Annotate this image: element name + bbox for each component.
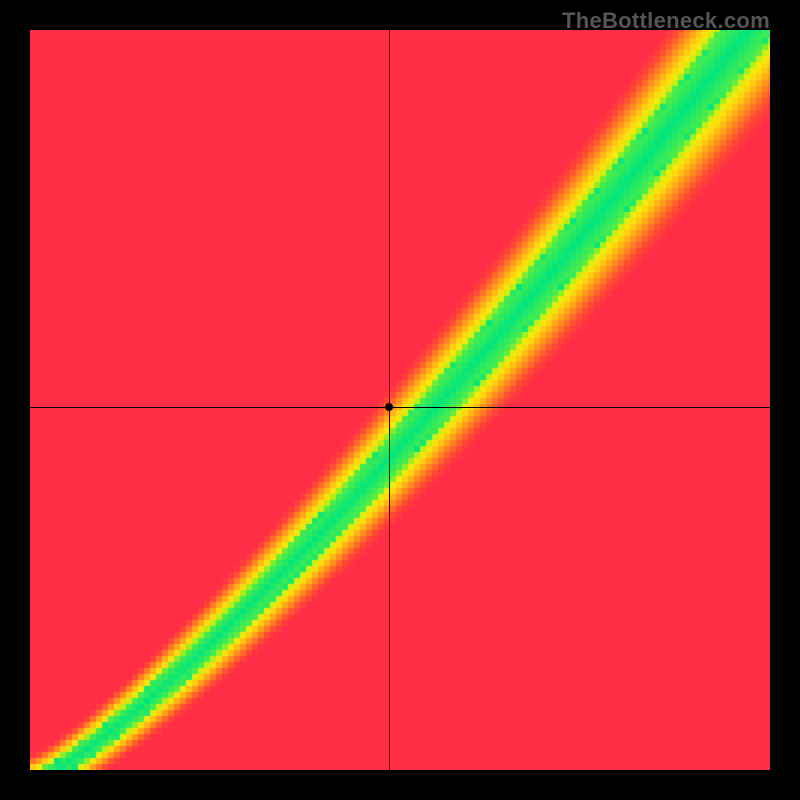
crosshair-horizontal	[30, 407, 770, 408]
watermark-text: TheBottleneck.com	[562, 8, 770, 34]
plot-area	[30, 30, 770, 770]
heatmap-canvas	[30, 30, 770, 770]
marker-dot	[385, 403, 393, 411]
crosshair-vertical	[389, 30, 390, 770]
